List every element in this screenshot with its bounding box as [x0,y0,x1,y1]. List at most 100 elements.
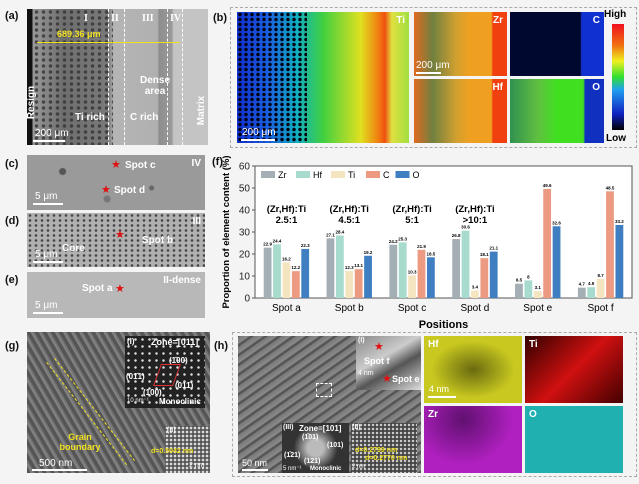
y-tick-label: 20 [239,250,251,261]
bar-o [552,226,561,298]
panel-h-tem-image: (I) ★ Spot f 4 nm ★ Spot e (III) Zone=[1… [238,336,421,473]
zr-map-label: Zr [428,409,438,420]
ti-map-label: Ti [396,15,405,26]
x-tick-label: Spot d [460,303,489,314]
colorbar-low: Low [606,133,626,144]
grain-boundary-label: Grain boundary [59,432,101,452]
region-iii: III [142,13,154,24]
colorbar [612,24,624,130]
panel-g-label: (g) [5,340,20,352]
d-spacing-label-1: d=0.2799 nm [355,447,398,454]
index-label: (100) [143,388,162,397]
scale-bar-h-i: 4 nm [358,370,374,377]
bar-c [291,271,300,298]
data-label: 19.2 [364,250,373,255]
scale-bar-b1: 200 μm [242,127,276,138]
x-tick-label: Spot a [272,303,301,314]
spot-f-label: Spot f [364,356,390,366]
data-label: 32.6 [552,220,561,225]
bar-o [301,248,310,298]
bar-ti [596,278,605,298]
bar-c [354,269,363,298]
hf-map-label: Hf [492,82,503,93]
panel-c-sem-image: IV ★ Spot c ★ Spot d 5 μm [27,155,205,210]
spot-b-label: Spot b [142,235,174,246]
d-spacing-label-2: d=0.2770 nm [365,455,408,462]
plot-area [254,165,633,299]
element-content-bar-chart: 0 10 20 30 40 50 60 Proportion of element conte… [221,155,633,330]
region-i: I [84,13,88,24]
data-label: 4.9 [588,281,595,286]
zr-map-label: Zr [493,15,503,26]
o-map: O [510,79,604,143]
dense-area-label: Dense area [139,75,170,97]
bar-zr [389,244,398,298]
bar-zr [326,238,335,298]
colorbar-high: High [604,9,627,20]
bar-ti [533,291,542,298]
ratio-annotation: >10:1 [463,215,488,226]
data-label: 24.2 [389,239,398,244]
data-label: 27.1 [326,232,335,237]
x-axis-label: Positions [419,319,469,330]
star-icon: ★ [374,341,384,353]
star-icon: ★ [382,373,392,385]
panel-d-label: (d) [5,215,20,227]
bar-hf [524,280,533,298]
ratio-annotation: 4.5:1 [338,215,360,226]
ratio-annotation: 2.5:1 [276,215,298,226]
bar-o [615,224,624,298]
bar-o [426,257,435,298]
spot-a-label: Spot a [82,283,113,294]
core-label: Core [62,243,85,254]
panel-b-frame [230,7,637,148]
matrix-label: Matrix [196,95,208,126]
star-icon: ★ [111,159,121,171]
data-label: 16.2 [282,256,291,261]
index-label: (101) [327,442,344,449]
scale-bar-d: 5 μm [35,249,58,260]
panel-e-label: (e) [5,274,19,286]
y-tick-label: 0 [244,294,250,305]
y-tick-label: 60 [239,162,251,173]
bar-hf [398,242,407,298]
legend-label: O [413,170,420,180]
hf-map: Hf [414,79,507,143]
bar-zr [515,283,523,298]
data-label: 3.1 [535,285,542,290]
data-label: 26.8 [452,233,461,238]
distance-label: 689.36 μm [57,29,101,39]
bar-hf [587,287,596,298]
ratio-annotation: (Zr,Hf):Ti [392,204,431,215]
zr-map: Zr 200 μm [414,12,507,76]
data-label: 24.4 [273,238,282,243]
ti-map: Ti 200 μm [237,12,409,143]
scale-bar-h-ii: 2 nm [352,464,366,470]
legend-swatch-o [395,171,410,178]
scale-bar-g-inset: 10 nm⁻¹ [127,398,149,404]
star-icon: ★ [101,184,111,196]
c-map: C [510,12,604,76]
y-tick-label: 30 [239,228,251,239]
fft-inset: (III) Zone=[101] (1̄01) (101) (1̄21) (12… [282,423,349,473]
spot-e-label: Spot e [392,374,420,384]
bar-o [489,251,498,298]
scale-bar-a: 200 μm [35,128,69,139]
scale-bar-e: 5 μm [35,300,58,311]
region-ii: II [111,13,119,24]
c-rich-label: C rich [130,112,159,123]
data-label: 6.5 [516,278,523,283]
spot-c-label: Spot c [125,160,156,171]
y-axis-label: Proportion of element content (%) [221,155,232,308]
ti-map-label: Ti [529,339,538,350]
hf-eds-map: Hf 4 nm [424,336,522,403]
star-icon: ★ [115,283,125,295]
x-tick-label: Spot b [335,303,364,314]
region-iv: IV [170,13,182,24]
panel-g-tem-image: (I) Zone=[011] (1̄00) (01̄1) (100) (011̄… [27,332,210,473]
data-label: 18.5 [427,251,436,256]
star-icon: ★ [115,229,125,241]
region-label-c: IV [191,158,201,169]
zone-axis-label: Zone=[101] [299,424,342,433]
diffraction-inset: (I) Zone=[011] (1̄00) (01̄1) (100) (011̄… [125,336,205,408]
